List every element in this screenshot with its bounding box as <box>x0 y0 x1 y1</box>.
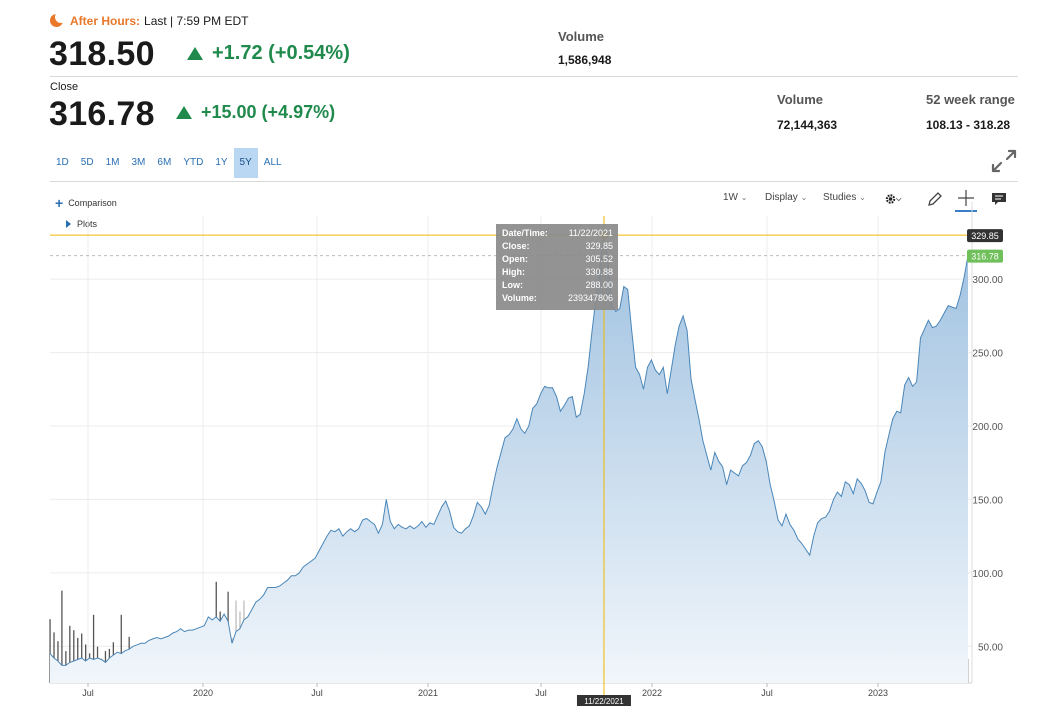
tooltip-value: 11/22/2021 <box>569 228 613 238</box>
studies-dropdown[interactable]: Studies ⌄ <box>823 192 866 203</box>
caret-right-icon <box>66 220 71 228</box>
settings-gear-icon[interactable] <box>884 190 902 208</box>
chevron-down-icon: ⌄ <box>800 193 808 202</box>
close-volume: 72,144,363 <box>777 118 838 132</box>
x-tick-label: Jul <box>311 688 323 698</box>
range-button-1y[interactable]: 1Y <box>215 157 228 168</box>
week-range-value: 108.13 - 318.28 <box>926 118 1011 132</box>
volume-bar <box>967 658 969 683</box>
interval-label: 1W <box>723 192 738 203</box>
close-price: 316.78 <box>49 95 155 133</box>
close-label: Close <box>50 81 79 93</box>
after-hours-change-text: +1.72 (+0.54%) <box>212 42 350 64</box>
last-price-tag <box>967 249 1003 263</box>
tooltip-value: 330.88 <box>585 267 613 277</box>
price-area <box>50 235 968 683</box>
close-volume-label: Volume <box>777 92 823 107</box>
range-button-5y[interactable]: 5Y <box>233 148 258 178</box>
x-tick-label: 2020 <box>193 688 213 698</box>
tooltip-label: Date/Time: <box>502 228 548 238</box>
tooltip-label: High: <box>502 267 525 277</box>
crosshair-date-text: 11/22/2021 <box>584 697 624 706</box>
up-arrow-icon <box>176 106 192 119</box>
tooltip-box <box>496 224 618 310</box>
x-tick-label: Jul <box>82 688 94 698</box>
x-tick-label: 2023 <box>868 688 888 698</box>
tooltip-value: 305.52 <box>585 254 613 264</box>
comparison-label: Comparison <box>68 198 117 208</box>
chevron-down-icon: ⌄ <box>859 193 866 202</box>
moon-icon <box>50 11 67 28</box>
volume-bar <box>73 630 75 683</box>
range-button-all[interactable]: ALL <box>263 157 282 168</box>
crosshair-icon[interactable] <box>955 186 977 212</box>
draw-pencil-icon[interactable] <box>926 190 944 208</box>
week-range-label: 52 week range <box>926 92 1015 107</box>
volume-bar <box>49 619 51 683</box>
after-hours-row: After Hours: Last | 7:59 PM EDT <box>50 11 249 28</box>
tooltip-label: Close: <box>502 241 530 251</box>
tooltip-value: 288.00 <box>585 280 613 290</box>
range-button-1m[interactable]: 1M <box>105 157 120 168</box>
after-hours-change: +1.72 (+0.54%) <box>187 42 350 65</box>
toolbar-divider <box>50 181 1018 182</box>
volume-bar <box>69 625 71 683</box>
after-hours-timestamp: Last | 7:59 PM EDT <box>144 14 249 28</box>
plus-icon: + <box>55 195 64 211</box>
x-tick-label: Jul <box>761 688 773 698</box>
x-tick-label: 2022 <box>642 688 662 698</box>
range-button-ytd[interactable]: YTD <box>183 157 204 168</box>
comparison-button[interactable]: + Comparison <box>55 195 117 211</box>
crosshair-date-tag <box>576 695 631 706</box>
time-range-selector: 1D 5D 1M 3M 6M YTD 1Y 5Y ALL <box>50 148 288 178</box>
volume-bar <box>61 590 63 683</box>
volume-bar <box>92 614 95 683</box>
x-tick-label: 2021 <box>418 688 438 698</box>
close-change-text: +15.00 (+4.97%) <box>201 102 336 122</box>
display-label: Display <box>765 192 798 203</box>
plots-label: Plots <box>77 219 98 229</box>
y-tick-label: 100.00 <box>972 569 1003 580</box>
studies-label: Studies <box>823 192 857 203</box>
tooltip-label: Open: <box>502 254 528 264</box>
plots-toggle[interactable]: Plots <box>66 219 97 229</box>
expand-icon[interactable] <box>990 148 1018 174</box>
chat-icon[interactable] <box>990 190 1008 208</box>
up-arrow-icon <box>187 47 203 60</box>
range-button-5d[interactable]: 5D <box>80 157 94 168</box>
x-tick-label: Jul <box>535 688 547 698</box>
after-hours-volume-label: Volume <box>558 29 604 44</box>
last-price-text: 316.78 <box>971 252 999 262</box>
range-button-6m[interactable]: 6M <box>157 157 172 168</box>
range-button-3m[interactable]: 3M <box>131 157 146 168</box>
after-hours-price: 318.50 <box>49 35 155 73</box>
y-tick-label: 200.00 <box>972 422 1003 433</box>
range-button-1d[interactable]: 1D <box>56 157 69 168</box>
tooltip-label: Volume: <box>502 293 537 303</box>
crosshair-price-tag <box>967 229 1003 243</box>
tooltip-value: 239347806 <box>568 293 613 303</box>
tooltip-label: Low: <box>502 280 523 290</box>
volume-bar <box>120 614 122 683</box>
y-tick-label: 250.00 <box>972 349 1003 360</box>
header-divider <box>50 76 1018 77</box>
tooltip-value: 329.85 <box>585 241 613 251</box>
y-tick-label: 150.00 <box>972 495 1003 506</box>
after-hours-volume: 1,586,948 <box>558 53 612 67</box>
after-hours-label: After Hours: <box>70 14 141 28</box>
chevron-down-icon: ⌄ <box>740 193 748 202</box>
y-tick-label: 300.00 <box>972 275 1003 286</box>
close-change: +15.00 (+4.97%) <box>176 102 335 123</box>
crosshair-price-text: 329.85 <box>971 231 999 241</box>
y-tick-label: 50.00 <box>978 642 1003 653</box>
display-dropdown[interactable]: Display ⌄ <box>765 192 807 203</box>
price-line <box>49 235 969 666</box>
interval-dropdown[interactable]: 1W ⌄ <box>723 192 747 203</box>
